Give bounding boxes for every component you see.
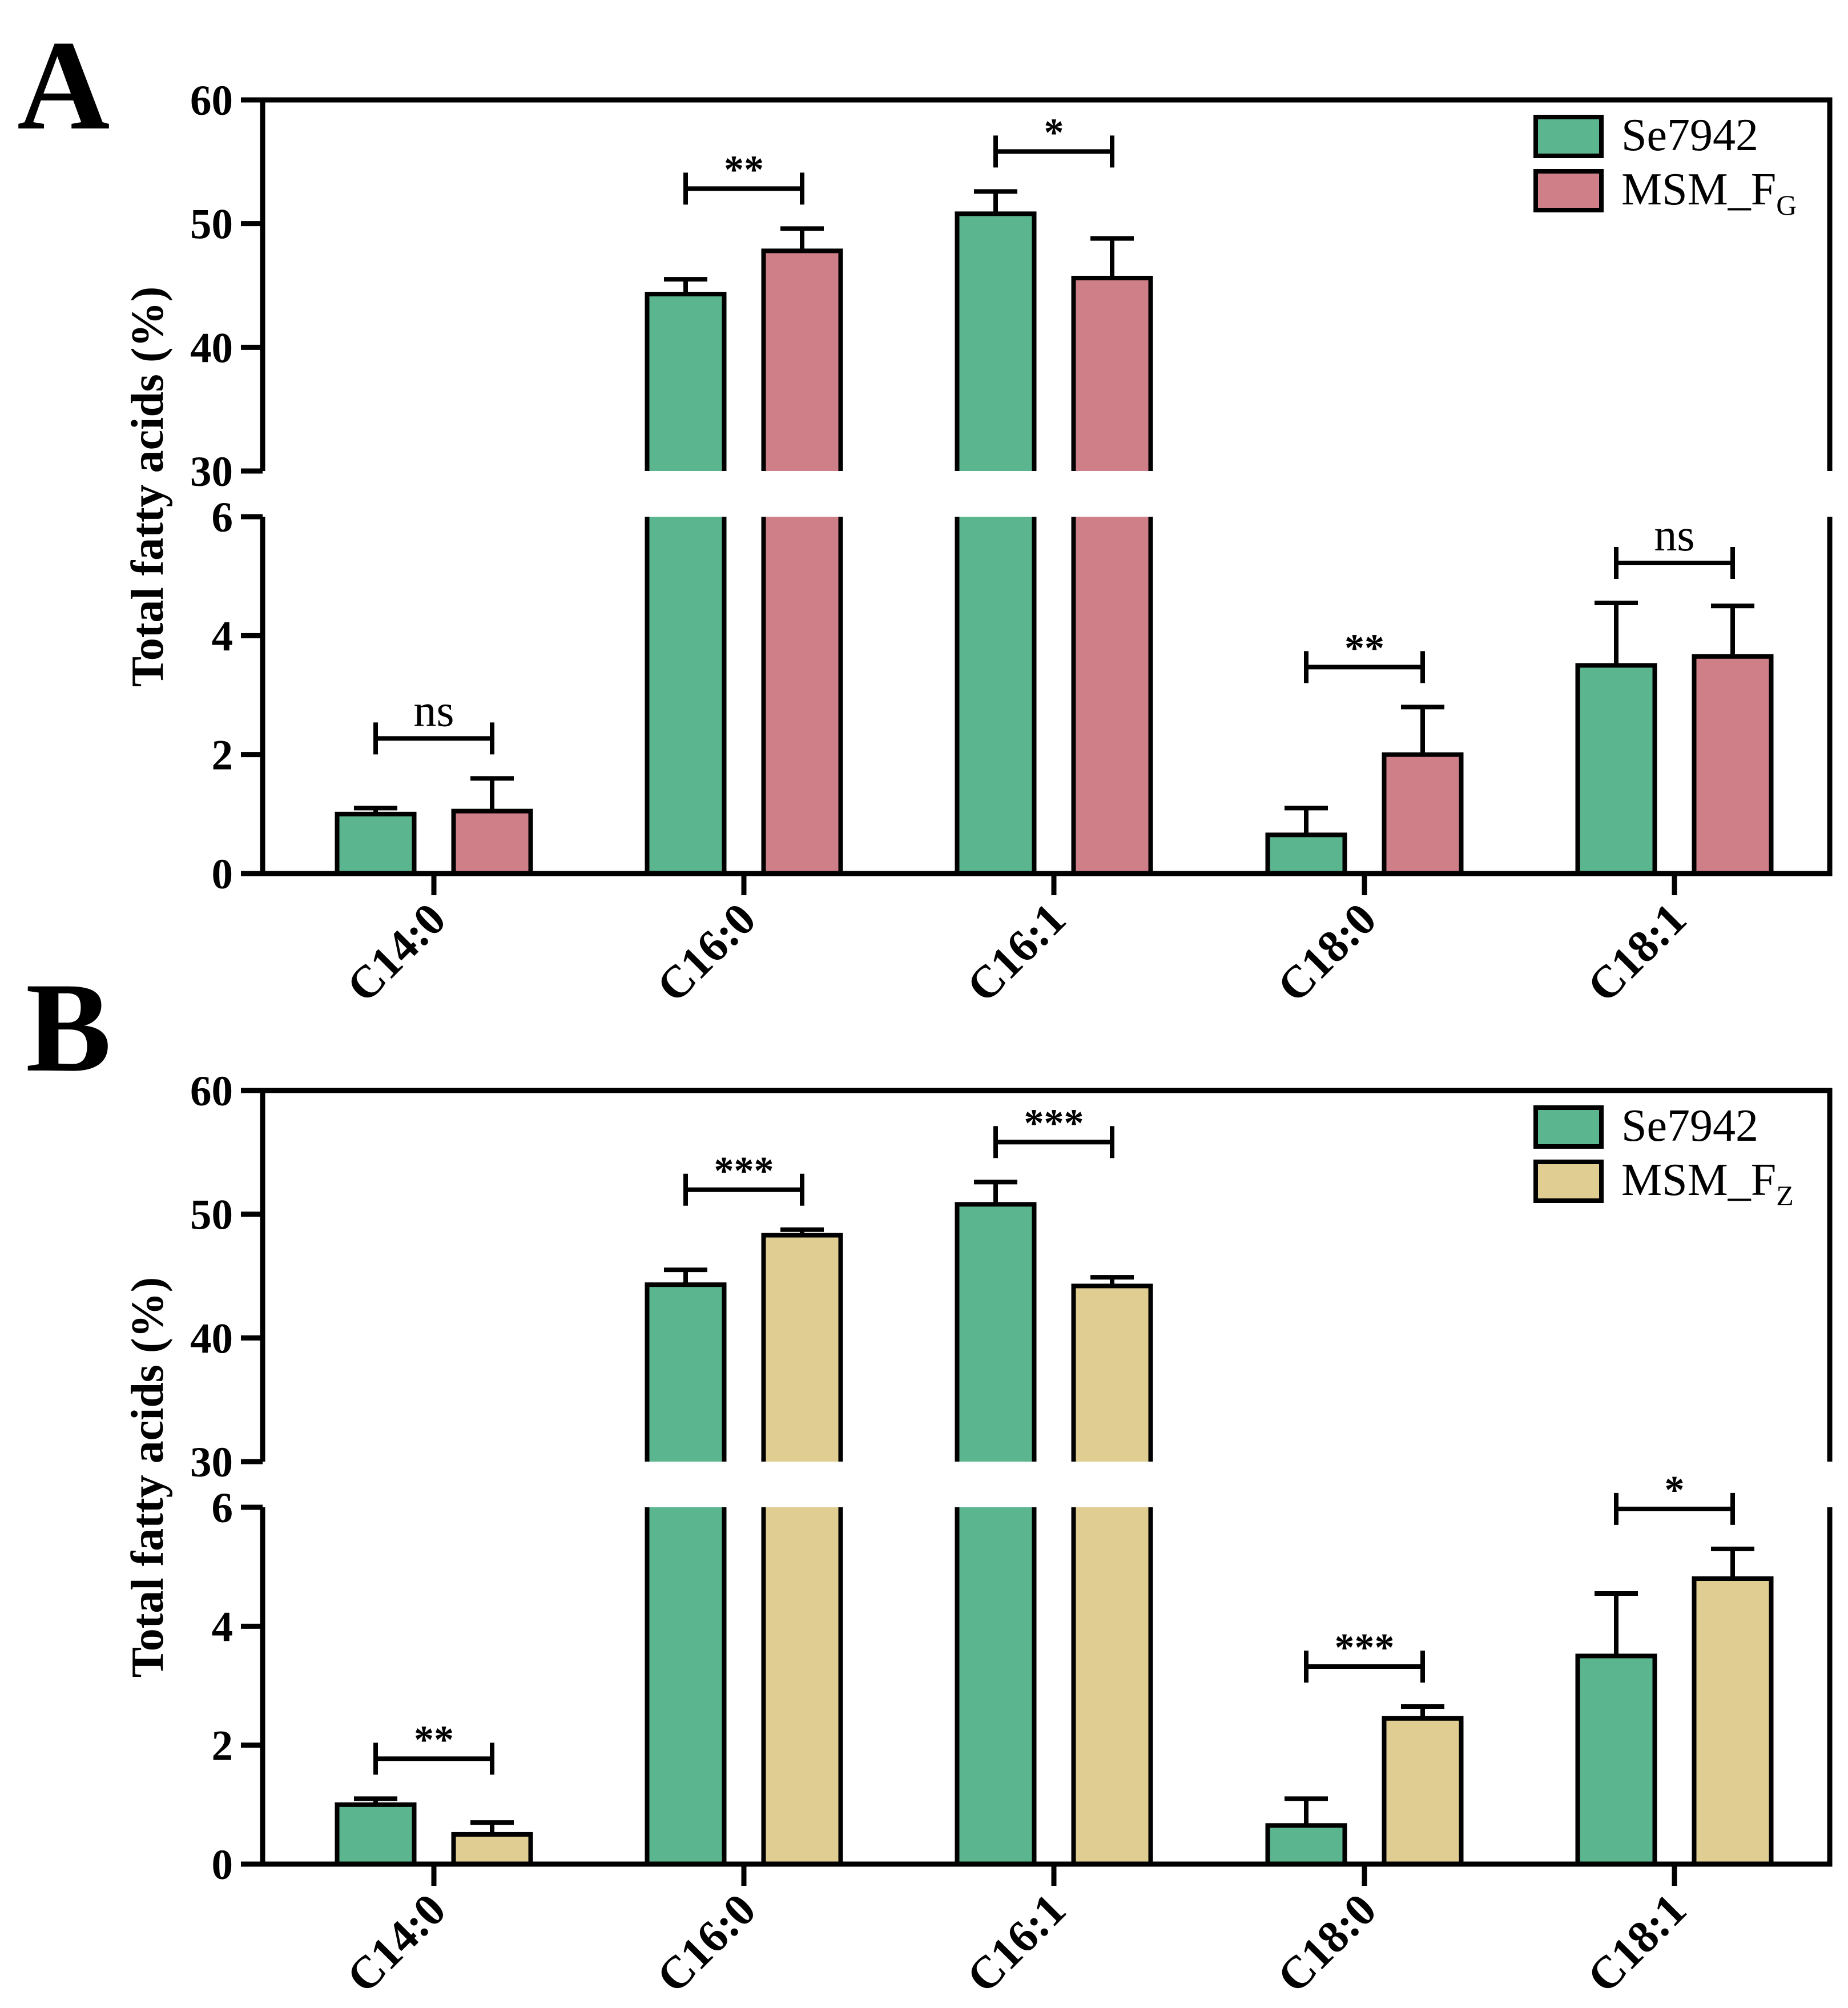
bar (451, 808, 533, 876)
legend-swatch (1533, 169, 1604, 212)
significance-bracket (993, 135, 1114, 168)
y-tick-label: 4 (212, 613, 233, 660)
x-tick-label: C18:1 (1578, 894, 1696, 1012)
bar (1575, 1653, 1657, 1867)
significance-bracket (683, 1173, 804, 1206)
x-tick-label: C14:0 (337, 1885, 456, 2003)
significance-bracket (993, 1126, 1114, 1158)
y-tick-label: 6 (212, 1484, 233, 1532)
legend-label-subscript: Z (1776, 1180, 1794, 1212)
axis-frame-lower (260, 1507, 1833, 1867)
significance-bracket (373, 1743, 494, 1775)
y-tick-label: 30 (190, 448, 233, 496)
bar-upper-segment (763, 251, 841, 471)
significance-label: ** (1344, 626, 1384, 670)
y-tick-label: 60 (190, 77, 233, 124)
y-tick-label: 6 (212, 494, 233, 541)
significance-bracket (683, 172, 804, 205)
axis-frame-lower (260, 517, 1833, 876)
legend-swatch (1533, 1160, 1604, 1203)
legend-label: Se7942 (1621, 110, 1758, 160)
legend-label-subscript: G (1776, 189, 1797, 221)
y-tick-label: 4 (212, 1603, 233, 1651)
panel-b-label: B (26, 956, 111, 1098)
bar-upper-segment (763, 1235, 841, 1462)
axis-frame-upper (260, 1088, 1833, 1462)
y-axis-label: Total fatty acids (%) (123, 287, 173, 687)
x-tick-label: C18:0 (1268, 894, 1386, 1012)
x-tick-label: C18:0 (1268, 1885, 1386, 2003)
y-tick-label: 2 (212, 1723, 233, 1770)
bar (335, 811, 417, 876)
significance-bracket (1304, 651, 1425, 683)
bar-upper-segment (957, 1204, 1034, 1462)
bar (451, 1832, 533, 1867)
y-tick-label: 40 (190, 1315, 233, 1362)
panel-a: A 0 2 4 630 40 50 60 Total fatty acids (%) C14:0… (17, 14, 1833, 1012)
y-axis-label: Total fatty acids (%) (123, 1277, 173, 1677)
significance-bracket (1614, 547, 1735, 580)
bar (1382, 752, 1464, 876)
bar (1265, 1823, 1347, 1867)
y-tick-label: 50 (190, 201, 233, 248)
significance-bracket (1304, 1650, 1425, 1683)
bar-upper-segment (1073, 278, 1151, 471)
bar-upper-outline (645, 1282, 727, 1462)
y-tick-label: 0 (212, 851, 233, 898)
significance-label: *** (1024, 1101, 1084, 1145)
bar (1382, 1716, 1464, 1867)
bar-lower-segment (957, 1507, 1034, 1864)
bar-lower-segment (647, 517, 724, 874)
significance-bracket (373, 722, 494, 755)
significance-label: ** (414, 1718, 454, 1762)
legend-swatch (1533, 115, 1604, 158)
bar-lower-segment (763, 517, 841, 874)
bar-upper-outline (645, 292, 727, 471)
y-tick-label: 50 (190, 1192, 233, 1239)
bar-lower-segment (647, 1507, 724, 1864)
panel-a-label: A (17, 14, 110, 156)
bar (1692, 1576, 1774, 1866)
y-tick-label: 0 (212, 1841, 233, 1889)
x-tick-label: C16:1 (957, 1885, 1076, 2003)
bar-upper-segment (957, 214, 1034, 471)
y-tick-label: 2 (212, 732, 233, 779)
x-tick-label: C16:0 (647, 894, 766, 1012)
significance-label: *** (714, 1149, 774, 1193)
y-tick-label: 30 (190, 1439, 233, 1486)
bar-upper-segment (647, 1285, 724, 1462)
significance-label: ns (1654, 510, 1694, 561)
legend-label: MSM_FZ (1621, 1155, 1794, 1212)
bar-lower-segment (1073, 517, 1151, 874)
bar-upper-segment (1073, 1286, 1151, 1462)
significance-label: ** (724, 148, 764, 192)
legend-swatch (1533, 1105, 1604, 1149)
legend-label: MSM_FG (1621, 164, 1797, 221)
y-tick-label: 60 (190, 1068, 233, 1115)
bar (1692, 654, 1774, 876)
x-tick-label: C14:0 (337, 894, 456, 1012)
panel-b: B 0 2 4 630 40 50 60 Total fatty acids (%) C14:0… (26, 956, 1833, 2003)
significance-bracket (1614, 1492, 1735, 1525)
bar (335, 1802, 417, 1866)
bar-lower-segment (763, 1507, 841, 1864)
bar (1265, 832, 1347, 876)
significance-label: *** (1335, 1626, 1395, 1670)
significance-label: ns (413, 686, 454, 736)
y-tick-label: 40 (190, 324, 233, 372)
bar-lower-segment (957, 517, 1034, 874)
significance-label: * (1665, 1468, 1685, 1512)
bar-upper-segment (647, 294, 724, 471)
significance-label: * (1044, 111, 1064, 155)
bar-lower-segment (1073, 1507, 1151, 1864)
x-tick-label: C18:1 (1578, 1885, 1696, 2003)
x-tick-label: C16:1 (957, 894, 1076, 1012)
x-tick-label: C16:0 (647, 1885, 766, 2003)
axis-frame-upper (260, 97, 1833, 471)
legend-label: Se7942 (1621, 1101, 1758, 1151)
bar (1575, 663, 1657, 876)
